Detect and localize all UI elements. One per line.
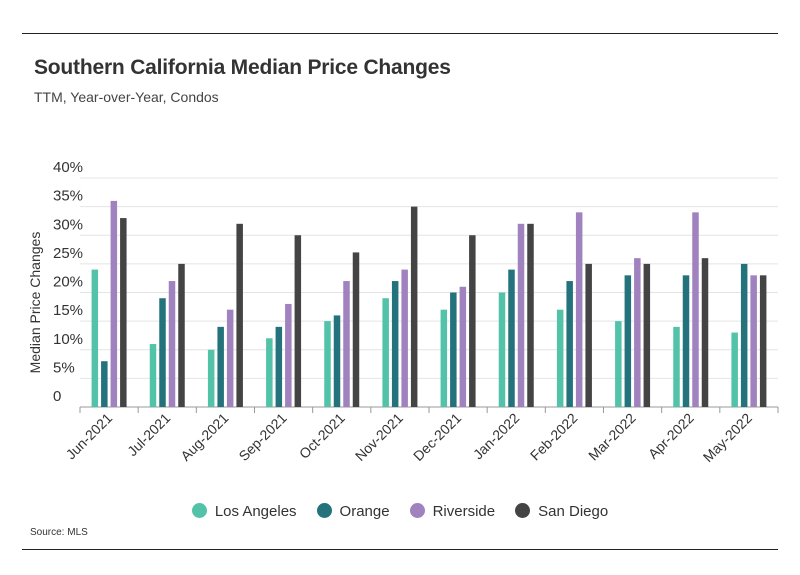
bar-orange [101, 361, 108, 407]
bar-orange [450, 292, 457, 407]
bar-san-diego [178, 263, 185, 408]
bar-riverside [401, 269, 408, 407]
chart-subtitle: TTM, Year-over-Year, Condos [34, 89, 219, 105]
bar-san-diego [410, 206, 418, 408]
bar-san-diego [643, 263, 651, 408]
bar-los-angeles [382, 298, 389, 407]
bar-los-angeles [673, 326, 680, 407]
y-tick-label: 25% [53, 245, 83, 262]
chart-legend: Los Angeles Orange Riverside San Diego [0, 503, 800, 520]
legend-label: San Diego [538, 503, 609, 520]
bar-los-angeles [498, 292, 506, 407]
bar-san-diego [759, 275, 767, 407]
x-tick-label: Dec-2021 [410, 410, 464, 464]
bar-orange [508, 269, 515, 407]
legend-label: Riverside [432, 503, 496, 520]
bar-orange [624, 275, 632, 407]
bar-riverside [692, 212, 699, 407]
y-tick-label: 35% [53, 188, 83, 205]
bar-los-angeles [324, 321, 331, 408]
bar-los-angeles [207, 349, 215, 407]
x-tick-label: Jan-2022 [470, 410, 523, 463]
bar-los-angeles [615, 321, 622, 408]
chart-title: Southern California Median Price Changes [34, 56, 451, 79]
legend-label: Orange [339, 503, 390, 520]
x-tick-label: Aug-2021 [177, 410, 231, 464]
y-tick-label: 15% [53, 302, 83, 319]
y-axis-title: Median Price Changes [27, 232, 43, 374]
bar-orange [333, 315, 341, 407]
top-rule [22, 33, 778, 34]
legend-swatch [515, 503, 531, 518]
x-tick-label: Jun-2021 [63, 410, 116, 463]
bar-los-angeles [266, 338, 273, 407]
bar-riverside [459, 286, 467, 407]
bottom-rule [22, 549, 778, 550]
bar-orange [159, 298, 166, 407]
legend-swatch [316, 503, 332, 518]
bar-orange [566, 281, 573, 407]
legend-label: Los Angeles [214, 503, 297, 520]
bar-los-angeles [440, 309, 448, 407]
bar-san-diego [701, 258, 709, 407]
bar-riverside [343, 281, 350, 407]
y-tick-label: 10% [53, 331, 83, 348]
y-tick-label: 0 [53, 388, 61, 405]
bar-orange [740, 263, 748, 408]
bar-riverside [750, 275, 757, 407]
legend-item-orange: Orange [316, 503, 390, 520]
bar-los-angeles [149, 344, 157, 407]
x-tick-label: Jul-2021 [124, 410, 173, 459]
bar-riverside [517, 223, 525, 407]
x-tick-label: Sep-2021 [235, 410, 289, 464]
legend-item-riverside: Riverside [409, 503, 496, 520]
legend-swatch [409, 503, 425, 518]
x-tick-label: Nov-2021 [352, 410, 406, 464]
bar-san-diego [469, 235, 476, 407]
y-tick-label: 5% [53, 359, 75, 376]
bar-riverside [285, 303, 292, 407]
y-tick-label: 20% [53, 274, 83, 291]
bar-los-angeles [556, 309, 564, 407]
legend-item-san-diego: San Diego [515, 503, 608, 520]
source-note: Source: MLS [30, 527, 88, 538]
bar-riverside [634, 258, 641, 407]
bar-orange [217, 326, 224, 407]
legend-swatch [191, 503, 207, 518]
bar-los-angeles [731, 332, 738, 407]
x-tick-label: Oct-2021 [296, 410, 348, 462]
bar-orange [682, 275, 690, 407]
bar-orange [275, 326, 283, 407]
bar-san-diego [352, 252, 360, 407]
bar-san-diego [585, 263, 592, 408]
bar-san-diego [236, 223, 243, 407]
bar-san-diego [120, 218, 127, 407]
bar-riverside [110, 200, 118, 407]
bar-riverside [168, 281, 176, 407]
bar-san-diego [527, 223, 534, 407]
x-tick-label: Mar-2022 [585, 410, 639, 464]
bar-riverside [575, 212, 583, 407]
bar-los-angeles [91, 269, 99, 407]
bar-chart: 0 5% 10% 15% 20% 25% 30% 35% 40% Median Price Cha… [27, 159, 779, 465]
x-tick-label: May-2022 [700, 410, 755, 465]
y-tick-label: 30% [53, 216, 83, 233]
legend-item-los-angeles: Los Angeles [191, 503, 297, 520]
bar-orange [391, 281, 399, 407]
x-tick-label: Apr-2022 [645, 410, 697, 462]
bar-san-diego [294, 235, 302, 407]
x-tick-label: Feb-2022 [527, 410, 581, 464]
bar-riverside [226, 309, 234, 407]
y-tick-label: 40% [53, 159, 83, 176]
